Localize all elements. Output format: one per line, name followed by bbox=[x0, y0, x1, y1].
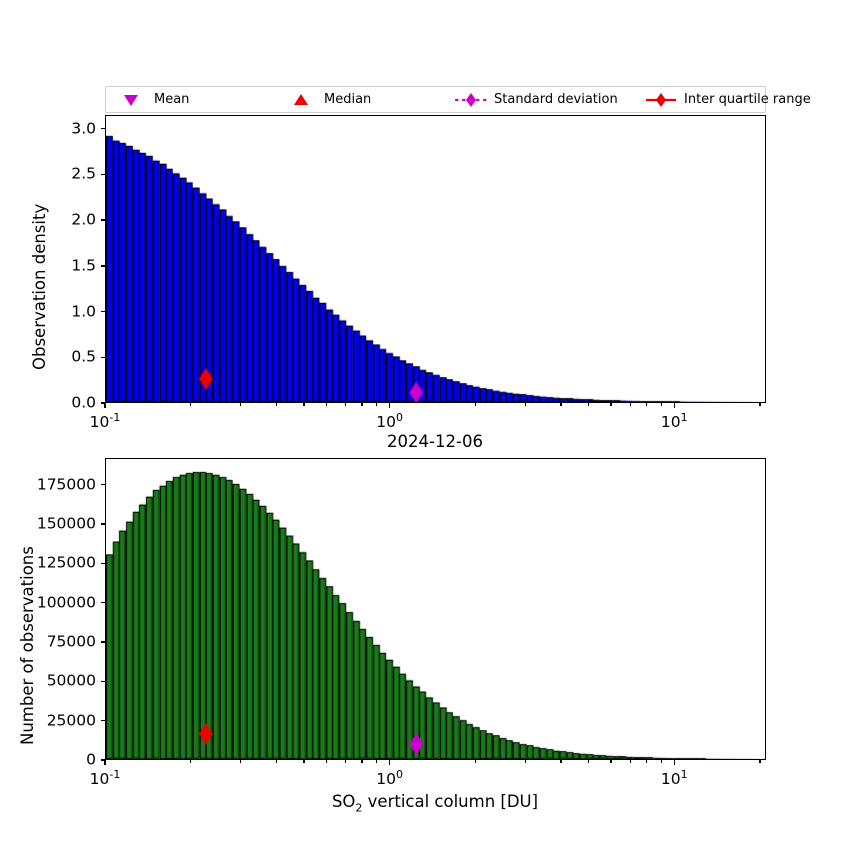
number-of-observations-plot-area bbox=[106, 459, 765, 759]
y-tick-mark bbox=[100, 402, 105, 404]
y-tick-mark bbox=[100, 484, 105, 486]
x-tick-mark bbox=[673, 403, 675, 408]
x-minor-tick-mark bbox=[610, 403, 612, 406]
y-tick-label: 25000 bbox=[46, 710, 96, 729]
x-tick-mark bbox=[673, 760, 675, 765]
y-tick-mark bbox=[100, 523, 105, 525]
x-minor-tick-mark bbox=[275, 403, 278, 406]
x-minor-tick-mark bbox=[759, 760, 761, 763]
x-tick-label: 100 bbox=[376, 411, 404, 432]
x-minor-tick-mark bbox=[375, 760, 378, 763]
x-minor-tick-mark bbox=[560, 760, 562, 763]
x-tick-mark bbox=[388, 403, 391, 408]
x-minor-tick-mark bbox=[587, 403, 590, 406]
y-tick-mark bbox=[100, 602, 105, 604]
y-tick-mark bbox=[100, 720, 105, 722]
observation-density-axes bbox=[105, 115, 766, 403]
x-minor-tick-mark bbox=[325, 403, 328, 406]
x-minor-tick-mark bbox=[240, 760, 242, 763]
legend-label: Median bbox=[324, 92, 372, 107]
x-minor-tick-mark bbox=[560, 403, 562, 406]
legend-entry-median[interactable]: Median bbox=[284, 87, 371, 112]
so2-vertical-column-xlabel: SO2 vertical column [DU] bbox=[331, 792, 539, 815]
x-minor-tick-mark bbox=[344, 403, 347, 406]
y-tick-label: 3.0 bbox=[71, 118, 96, 137]
triangle-down-icon bbox=[114, 91, 148, 109]
y-tick-mark bbox=[100, 173, 105, 176]
diamond-icon bbox=[644, 91, 678, 109]
y-tick-mark bbox=[100, 680, 105, 682]
x-minor-tick-mark bbox=[660, 403, 662, 406]
observation-density-ylabel: Observation density bbox=[30, 203, 49, 370]
y-tick-mark bbox=[100, 265, 105, 267]
y-tick-label: 2.0 bbox=[71, 210, 96, 229]
legend-label: Mean bbox=[154, 92, 190, 107]
y-tick-mark bbox=[100, 356, 105, 358]
x-minor-tick-mark bbox=[524, 760, 527, 763]
x-minor-tick-mark bbox=[660, 760, 662, 763]
y-tick-label: 1.5 bbox=[71, 256, 96, 275]
y-tick-label: 2.5 bbox=[71, 164, 96, 183]
x-tick-mark bbox=[104, 760, 106, 765]
legend-label: Standard deviation bbox=[494, 92, 618, 107]
x-minor-tick-mark bbox=[646, 760, 648, 763]
observation-density-plot-area bbox=[106, 116, 765, 402]
x-minor-tick-mark bbox=[275, 760, 278, 763]
x-minor-tick-mark bbox=[303, 403, 305, 406]
diamond-icon bbox=[454, 91, 488, 109]
legend-entry-mean[interactable]: Mean bbox=[114, 87, 189, 112]
x-tick-label: 10-1 bbox=[89, 411, 121, 432]
x-minor-tick-mark bbox=[629, 403, 631, 406]
x-minor-tick-mark bbox=[361, 403, 363, 406]
x-tick-label: 101 bbox=[660, 411, 688, 432]
x-tick-mark bbox=[104, 403, 106, 408]
x-minor-tick-mark bbox=[344, 760, 347, 763]
y-tick-mark bbox=[100, 641, 105, 643]
number-of-observations-ylabel: Number of observations bbox=[18, 546, 37, 745]
x-tick-label: 101 bbox=[660, 768, 688, 789]
x-tick-label: 100 bbox=[376, 768, 404, 789]
y-tick-mark bbox=[100, 219, 105, 221]
y-tick-mark bbox=[100, 310, 105, 313]
x-minor-tick-mark bbox=[375, 403, 378, 406]
date-title: 2024-12-06 bbox=[387, 432, 483, 451]
legend-entry-standard-deviation[interactable]: Standard deviation bbox=[454, 87, 618, 112]
x-tick-label: 10-1 bbox=[89, 768, 121, 789]
y-tick-label: 75000 bbox=[46, 632, 96, 651]
number-of-observations-axes bbox=[105, 458, 766, 760]
y-tick-label: 1.0 bbox=[71, 301, 96, 320]
x-minor-tick-mark bbox=[610, 760, 612, 763]
x-minor-tick-mark bbox=[646, 403, 648, 406]
y-tick-mark bbox=[100, 759, 105, 761]
x-minor-tick-mark bbox=[303, 760, 305, 763]
y-tick-label: 150000 bbox=[36, 514, 96, 533]
x-minor-tick-mark bbox=[759, 403, 761, 406]
x-minor-tick-mark bbox=[240, 403, 242, 406]
x-minor-tick-mark bbox=[190, 760, 192, 763]
x-minor-tick-mark bbox=[190, 403, 192, 406]
x-minor-tick-mark bbox=[474, 403, 476, 406]
y-tick-label: 175000 bbox=[36, 474, 96, 493]
y-tick-label: 0 bbox=[86, 750, 96, 769]
legend-label: Inter quartile range bbox=[684, 92, 811, 107]
legend-box: Mean Median Standard deviation Inter quarti… bbox=[105, 86, 811, 113]
legend-entry-inter-quartile-range[interactable]: Inter quartile range bbox=[644, 87, 811, 112]
y-tick-label: 50000 bbox=[46, 671, 96, 690]
x-minor-tick-mark bbox=[474, 760, 476, 763]
y-tick-label: 0.5 bbox=[71, 347, 96, 366]
y-tick-label: 0.0 bbox=[71, 393, 96, 412]
x-minor-tick-mark bbox=[587, 760, 590, 763]
x-minor-tick-mark bbox=[524, 403, 527, 406]
x-minor-tick-mark bbox=[629, 760, 631, 763]
y-tick-label: 125000 bbox=[36, 553, 96, 572]
x-tick-mark bbox=[388, 760, 391, 765]
x-minor-tick-mark bbox=[325, 760, 328, 763]
triangle-up-icon bbox=[284, 91, 318, 109]
y-tick-mark bbox=[100, 562, 105, 565]
y-tick-mark bbox=[100, 128, 105, 130]
x-minor-tick-mark bbox=[361, 760, 363, 763]
y-tick-label: 100000 bbox=[36, 592, 96, 611]
